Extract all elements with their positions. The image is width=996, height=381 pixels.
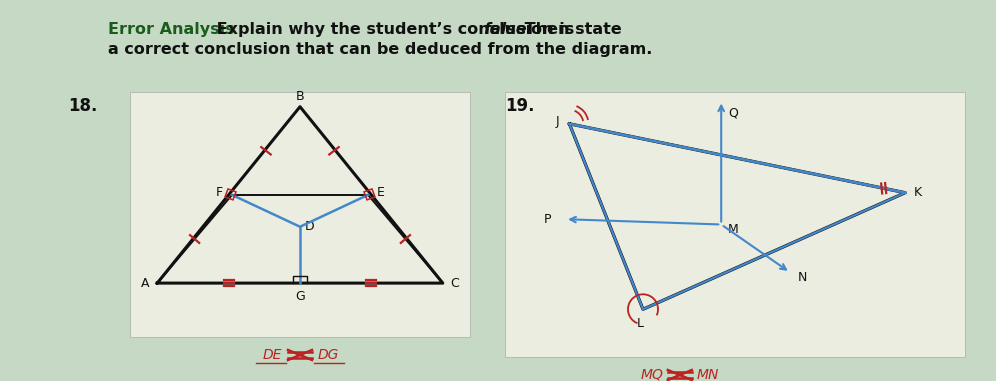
Text: G: G bbox=[295, 290, 305, 303]
Text: Explain why the student’s conclusion is: Explain why the student’s conclusion is bbox=[211, 22, 580, 37]
Text: K: K bbox=[914, 186, 922, 199]
Text: C: C bbox=[450, 277, 459, 290]
Text: a correct conclusion that can be deduced from the diagram.: a correct conclusion that can be deduced… bbox=[108, 42, 652, 57]
Text: Q: Q bbox=[728, 106, 738, 119]
Text: 19.: 19. bbox=[505, 97, 535, 115]
Text: B: B bbox=[296, 90, 305, 103]
Text: MQ: MQ bbox=[640, 368, 663, 381]
Text: L: L bbox=[636, 317, 643, 330]
Text: DG: DG bbox=[318, 348, 339, 362]
Text: 18.: 18. bbox=[68, 97, 98, 115]
Text: D: D bbox=[305, 220, 315, 233]
Bar bbox=[130, 92, 470, 337]
Text: E: E bbox=[377, 186, 384, 199]
Text: P: P bbox=[544, 213, 551, 226]
Text: Then state: Then state bbox=[519, 22, 622, 37]
Text: M: M bbox=[728, 223, 739, 236]
Bar bbox=[505, 92, 965, 357]
Text: J: J bbox=[556, 115, 559, 128]
Text: false.: false. bbox=[483, 22, 533, 37]
Text: MN: MN bbox=[696, 368, 719, 381]
Text: DE: DE bbox=[262, 348, 282, 362]
Text: N: N bbox=[798, 271, 807, 284]
Text: F: F bbox=[215, 186, 222, 199]
Text: A: A bbox=[141, 277, 149, 290]
Text: Error Analysis: Error Analysis bbox=[108, 22, 235, 37]
